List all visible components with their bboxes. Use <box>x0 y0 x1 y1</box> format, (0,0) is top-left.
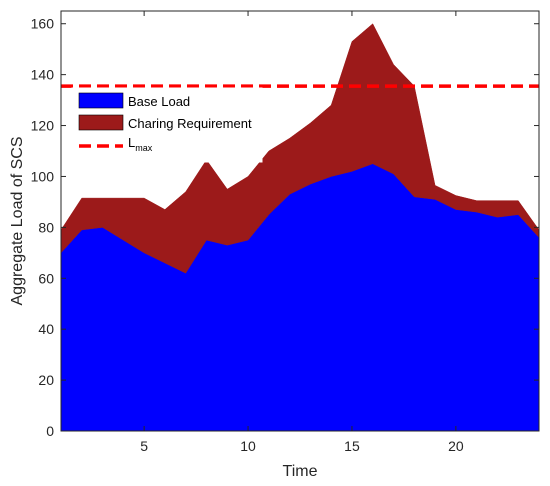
legend-label-charging-requirement: Charing Requirement <box>128 116 252 131</box>
legend-label-base-load: Base Load <box>128 94 190 109</box>
y-tick-label: 100 <box>31 168 55 184</box>
x-tick-label: 15 <box>344 438 360 454</box>
legend-label-lmax-main: L <box>128 135 135 150</box>
x-tick-label: 20 <box>448 438 464 454</box>
legend-swatch-charging-requirement <box>78 114 124 131</box>
x-tick-label: 10 <box>240 438 256 454</box>
y-tick-label: 120 <box>31 118 55 134</box>
legend-swatch-base-load <box>78 92 124 109</box>
y-axis: 0 20 40 60 80 100 120 140 160 <box>31 16 539 439</box>
legend-label-lmax: Lmax <box>128 135 153 153</box>
y-tick-label: 40 <box>38 321 54 337</box>
y-axis-label: Aggregate Load of SCS <box>9 136 26 305</box>
y-tick-label: 160 <box>31 16 55 32</box>
x-axis: 5 10 15 20 <box>140 11 464 454</box>
plot-frame <box>60 10 540 432</box>
y-tick-label: 20 <box>38 372 54 388</box>
y-tick-label: 0 <box>46 423 54 439</box>
y-tick-label: 140 <box>31 67 55 83</box>
x-axis-label: Time <box>283 463 318 480</box>
x-tick-label: 5 <box>140 438 148 454</box>
legend: Base Load Charing Requirement Lmax <box>71 87 263 163</box>
y-tick-label: 80 <box>38 219 54 235</box>
legend-label-lmax-subscript: max <box>135 143 153 153</box>
y-tick-label: 60 <box>38 270 54 286</box>
